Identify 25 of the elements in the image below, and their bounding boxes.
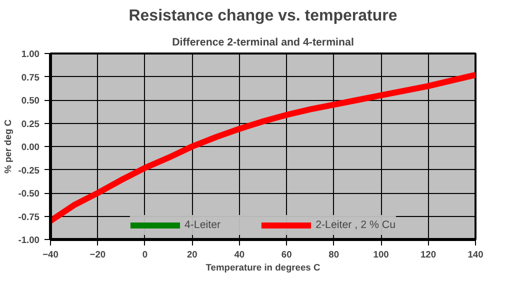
y-tick-label: -1.00 — [18, 235, 40, 245]
chart-subtitle: Difference 2-terminal and 4-terminal — [172, 36, 354, 48]
x-tick-label: 0 — [142, 250, 148, 260]
x-tick-label: −20 — [90, 250, 106, 260]
x-axis-title: Temperature in degrees C — [206, 262, 320, 272]
y-tick-label: -0.75 — [18, 212, 40, 222]
x-tick-label: 60 — [281, 250, 292, 260]
x-tick-label: −40 — [42, 250, 58, 260]
y-tick-label: 1.00 — [21, 49, 40, 59]
y-tick-label: 0.50 — [21, 96, 40, 106]
y-tick-label: -0.25 — [18, 165, 40, 176]
x-tick-label: 80 — [328, 250, 340, 260]
y-axis-title: % per deg C — [3, 119, 14, 174]
x-tick-label: 100 — [373, 250, 389, 260]
legend-label: 4-Leiter — [184, 219, 221, 231]
y-tick-label: 0.75 — [21, 72, 40, 82]
y-tick-label: -0.50 — [18, 188, 40, 198]
chart-title: Resistance change vs. temperature — [128, 8, 398, 24]
x-tick-label: 120 — [420, 250, 436, 260]
x-tick-label: 20 — [186, 250, 198, 260]
x-tick-label: 140 — [468, 250, 484, 260]
y-tick-label: 0.00 — [21, 142, 40, 152]
legend-label: 2-Leiter , 2 % Cu — [316, 219, 396, 231]
x-tick-label: 40 — [234, 250, 245, 260]
y-tick-label: 0.25 — [21, 118, 40, 129]
